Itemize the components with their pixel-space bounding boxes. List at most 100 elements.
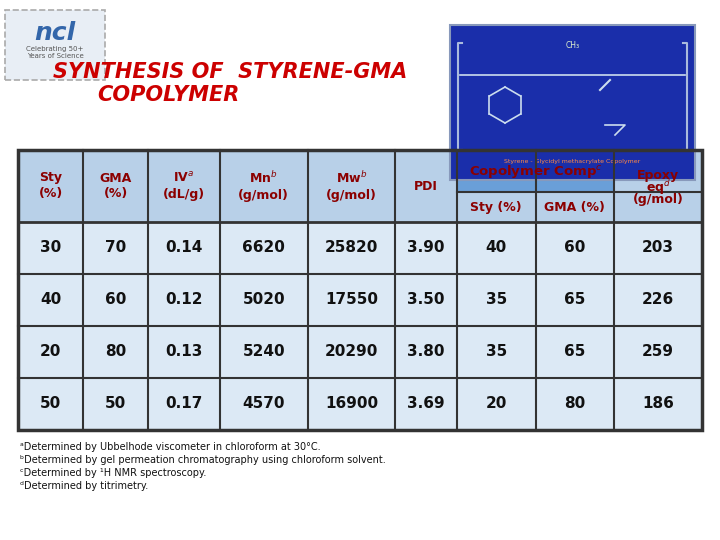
Text: 80: 80 xyxy=(105,345,126,360)
Bar xyxy=(148,378,220,430)
Text: Celebrating 50+
Years of Science: Celebrating 50+ Years of Science xyxy=(27,46,84,59)
Text: 80: 80 xyxy=(564,396,585,411)
Bar xyxy=(456,326,536,378)
Bar xyxy=(456,222,536,274)
Bar xyxy=(307,150,395,222)
Text: 17550: 17550 xyxy=(325,293,378,307)
Text: 3.69: 3.69 xyxy=(408,396,445,411)
Text: 4570: 4570 xyxy=(243,396,285,411)
Bar xyxy=(536,222,614,274)
Text: IV$^a$
(dL/g): IV$^a$ (dL/g) xyxy=(163,171,205,201)
Text: 20290: 20290 xyxy=(325,345,378,360)
Text: 0.17: 0.17 xyxy=(166,396,203,411)
Text: 40: 40 xyxy=(485,240,507,255)
Text: 16900: 16900 xyxy=(325,396,378,411)
Text: COPOLYMER: COPOLYMER xyxy=(96,85,239,105)
Bar xyxy=(395,326,456,378)
Bar xyxy=(395,378,456,430)
Text: 186: 186 xyxy=(642,396,674,411)
Bar xyxy=(614,150,702,222)
Text: 70: 70 xyxy=(105,240,126,255)
Bar xyxy=(83,378,148,430)
Bar xyxy=(220,222,307,274)
Bar xyxy=(456,150,536,192)
Bar xyxy=(18,150,702,430)
Text: GMA
(%): GMA (%) xyxy=(99,172,132,200)
Bar xyxy=(614,274,702,326)
Text: eq$^d$: eq$^d$ xyxy=(646,179,671,198)
Text: ncl: ncl xyxy=(35,21,76,45)
Bar xyxy=(536,378,614,430)
Text: 40: 40 xyxy=(40,293,61,307)
Bar xyxy=(307,378,395,430)
Bar xyxy=(148,274,220,326)
Text: 65: 65 xyxy=(564,345,585,360)
Text: 25820: 25820 xyxy=(325,240,378,255)
Bar xyxy=(307,222,395,274)
Text: (g/mol): (g/mol) xyxy=(633,193,683,206)
Text: 5240: 5240 xyxy=(243,345,285,360)
Text: Sty (%): Sty (%) xyxy=(470,200,522,213)
Bar xyxy=(220,378,307,430)
Bar xyxy=(148,222,220,274)
Bar xyxy=(307,326,395,378)
Text: 20: 20 xyxy=(485,396,507,411)
Text: Mw$^b$
(g/mol): Mw$^b$ (g/mol) xyxy=(326,170,377,202)
Text: 50: 50 xyxy=(40,396,61,411)
Text: 3.90: 3.90 xyxy=(408,240,445,255)
Text: 226: 226 xyxy=(642,293,674,307)
Bar xyxy=(307,274,395,326)
Bar xyxy=(536,192,614,222)
Text: Sty
(%): Sty (%) xyxy=(38,172,63,200)
Text: 3.50: 3.50 xyxy=(408,293,445,307)
Bar xyxy=(83,150,148,222)
Bar xyxy=(536,326,614,378)
Text: 35: 35 xyxy=(485,293,507,307)
Text: 0.12: 0.12 xyxy=(166,293,203,307)
Text: GMA (%): GMA (%) xyxy=(544,200,606,213)
Bar xyxy=(18,150,83,222)
Text: ᵇDetermined by gel permeation chromatography using chloroform solvent.: ᵇDetermined by gel permeation chromatogr… xyxy=(20,455,386,465)
Bar xyxy=(83,274,148,326)
Bar xyxy=(395,150,456,222)
Text: 35: 35 xyxy=(485,345,507,360)
Bar xyxy=(456,378,536,430)
Text: ᵃDetermined by Ubbelhode viscometer in chloroform at 30°C.: ᵃDetermined by Ubbelhode viscometer in c… xyxy=(20,442,320,452)
Text: 259: 259 xyxy=(642,345,674,360)
Text: Copolymer Comp$^c$: Copolymer Comp$^c$ xyxy=(469,163,603,179)
Text: 6620: 6620 xyxy=(242,240,285,255)
Text: 60: 60 xyxy=(105,293,127,307)
Bar xyxy=(148,150,220,222)
Text: 3.80: 3.80 xyxy=(408,345,445,360)
Text: Mn$^b$
(g/mol): Mn$^b$ (g/mol) xyxy=(238,170,289,202)
Bar xyxy=(395,222,456,274)
Bar xyxy=(450,25,695,180)
Bar xyxy=(18,222,83,274)
Bar xyxy=(148,326,220,378)
Text: 0.13: 0.13 xyxy=(166,345,203,360)
Text: Epoxy: Epoxy xyxy=(637,170,679,183)
Text: ᵈDetermined by titrimetry.: ᵈDetermined by titrimetry. xyxy=(20,481,148,491)
Text: 20: 20 xyxy=(40,345,61,360)
Text: 65: 65 xyxy=(564,293,585,307)
Bar xyxy=(536,274,614,326)
Bar xyxy=(83,222,148,274)
Bar xyxy=(83,326,148,378)
Bar xyxy=(18,378,83,430)
Bar xyxy=(614,378,702,430)
Bar xyxy=(18,274,83,326)
Bar xyxy=(18,326,83,378)
Text: 30: 30 xyxy=(40,240,61,255)
Text: 5020: 5020 xyxy=(243,293,285,307)
Text: SYNTHESIS OF  STYRENE-GMA: SYNTHESIS OF STYRENE-GMA xyxy=(53,62,407,82)
Text: 203: 203 xyxy=(642,240,674,255)
Bar xyxy=(614,222,702,274)
Bar xyxy=(456,274,536,326)
Bar xyxy=(395,274,456,326)
Text: 60: 60 xyxy=(564,240,585,255)
Text: Styrene - Glycidyl methacrylate Copolymer: Styrene - Glycidyl methacrylate Copolyme… xyxy=(505,159,641,165)
Bar xyxy=(220,274,307,326)
Bar xyxy=(5,10,105,80)
Bar xyxy=(456,192,536,222)
Bar xyxy=(536,150,614,192)
